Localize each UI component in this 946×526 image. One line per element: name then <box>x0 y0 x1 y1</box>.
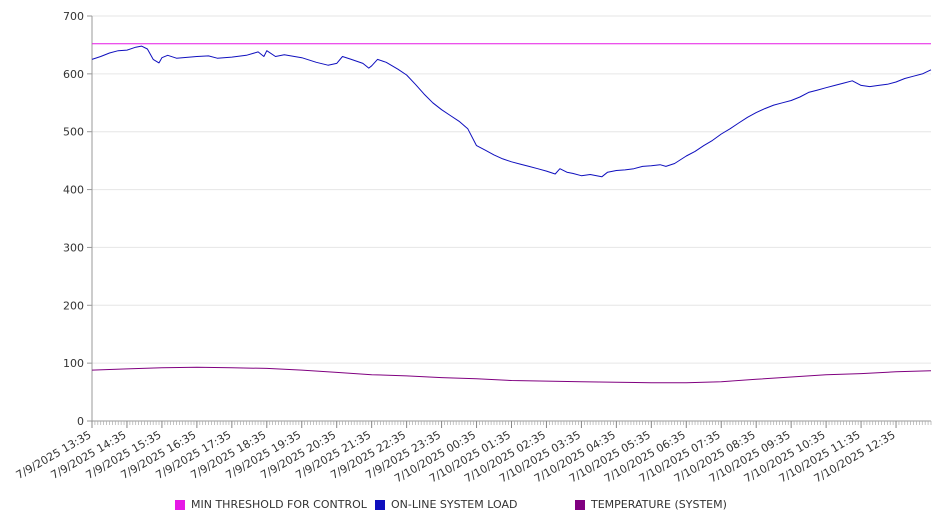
y-tick-label: 0 <box>77 415 84 428</box>
y-tick-label: 300 <box>63 241 84 254</box>
y-tick-label: 200 <box>63 299 84 312</box>
legend-item-temperature[interactable]: TEMPERATURE (SYSTEM) <box>575 498 727 511</box>
legend: MIN THRESHOLD FOR CONTROL ON-LINE SYSTEM… <box>0 498 946 516</box>
legend-item-system-load[interactable]: ON-LINE SYSTEM LOAD <box>375 498 517 511</box>
series-line-system-load <box>91 45 932 178</box>
legend-item-min-threshold[interactable]: MIN THRESHOLD FOR CONTROL <box>175 498 367 511</box>
y-tick-labels: 0 100 200 300 400 500 600 700 <box>63 10 84 428</box>
y-tick-label: 700 <box>63 10 84 23</box>
legend-label-min-threshold: MIN THRESHOLD FOR CONTROL <box>191 498 367 511</box>
legend-label-system-load: ON-LINE SYSTEM LOAD <box>391 498 518 511</box>
y-tick-label: 500 <box>63 126 84 139</box>
x-tick-labels: 7/9/2025 13:357/9/2025 14:357/9/2025 15:… <box>14 428 898 485</box>
axes <box>87 15 932 428</box>
line-chart: 0 100 200 300 400 500 600 700 7/9/2025 13:357/9… <box>14 10 932 485</box>
grid-lines <box>92 15 931 364</box>
legend-swatch-system-load <box>375 499 385 510</box>
y-tick-label: 100 <box>63 357 84 370</box>
legend-swatch-min-threshold <box>175 499 185 510</box>
series-line-temperature <box>91 366 932 384</box>
y-tick-label: 600 <box>63 68 84 81</box>
legend-label-temperature: TEMPERATURE (SYSTEM) <box>591 498 727 511</box>
series-lines <box>91 43 932 384</box>
y-tick-label: 400 <box>63 184 84 197</box>
legend-swatch-temperature <box>575 499 585 510</box>
